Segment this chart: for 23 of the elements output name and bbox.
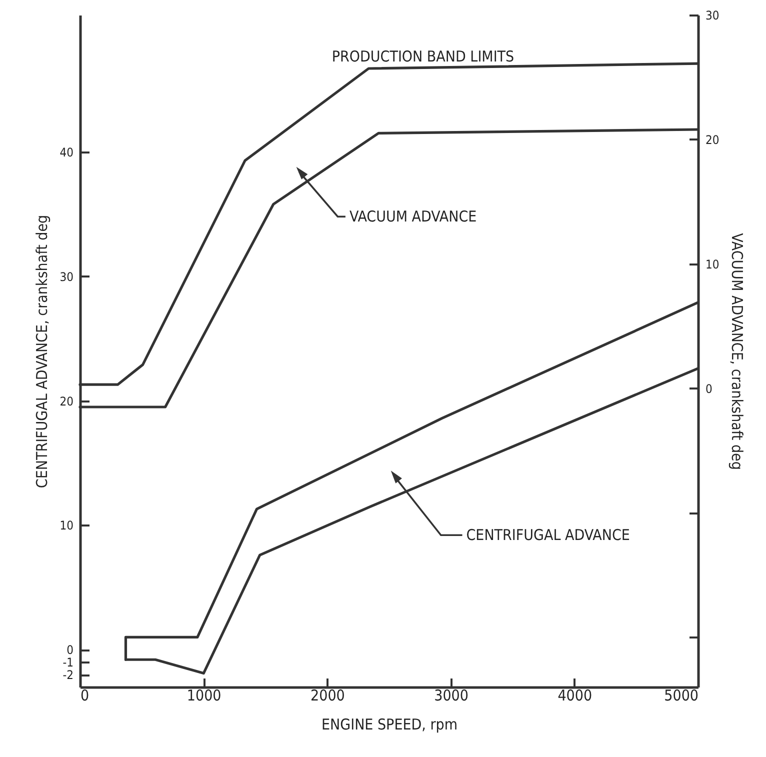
- y-tick-label: -1: [62, 656, 74, 670]
- y-tick-label: 40: [60, 145, 74, 160]
- annotation: CENTRIFUGAL ADVANCE: [466, 526, 630, 544]
- x-tick-label: 0: [80, 686, 90, 704]
- x-axis-title: ENGINE SPEED, rpm: [322, 716, 458, 734]
- y-axis-title: CENTRIFUGAL ADVANCE, crankshaft deg: [32, 214, 51, 488]
- x-tick-label: 1000: [186, 686, 222, 704]
- x-tick-label: 2000: [310, 686, 345, 704]
- y-tick-label: 0: [66, 643, 74, 658]
- y2-tick-label: 0: [706, 382, 712, 396]
- x-tick-label: 4000: [558, 686, 592, 704]
- annotation: VACUUM ADVANCE: [349, 208, 477, 226]
- x-tick-label: 3000: [434, 686, 468, 704]
- y-tick-label: 30: [60, 270, 74, 284]
- y2-tick-label: 10: [706, 257, 720, 272]
- y2-tick-label: 30: [706, 8, 720, 22]
- y-tick-label: -2: [62, 668, 74, 682]
- y-tick-label: 10: [60, 518, 74, 533]
- y-tick-label: 20: [60, 394, 74, 408]
- y2-axis-title: VACUUM ADVANCE, crankshaft deg: [728, 233, 746, 470]
- x-tick-label: 5000: [664, 686, 698, 704]
- y2-tick-label: 20: [706, 132, 720, 147]
- annotation: PRODUCTION BAND LIMITS: [332, 48, 514, 66]
